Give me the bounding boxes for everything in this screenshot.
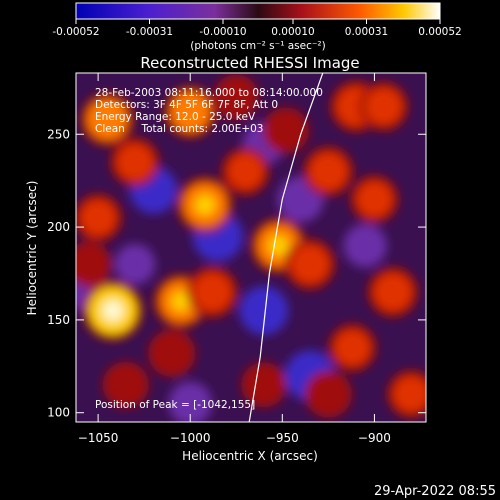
y-tick-label: 200 bbox=[47, 220, 70, 234]
heatmap-hot-spot bbox=[219, 80, 253, 114]
x-tick-label: −950 bbox=[266, 431, 299, 445]
heatmap-hot-spot bbox=[334, 329, 371, 366]
colorbar bbox=[75, 2, 441, 20]
colorbar-tick-label: -0.00010 bbox=[199, 26, 246, 38]
annotation-time-range: 28-Feb-2003 08:11:16.000 to 08:14:00.000 bbox=[95, 87, 323, 99]
heatmap-hot-spot bbox=[227, 153, 264, 190]
heatmap-hot-spot-core bbox=[97, 110, 117, 129]
heatmap-hot-spot bbox=[116, 143, 154, 181]
y-tick-label: 250 bbox=[47, 127, 70, 141]
x-tick-label: −1000 bbox=[170, 431, 211, 445]
heatmap-hot-spot-core bbox=[171, 291, 191, 311]
heatmap-hot-spot-core bbox=[181, 102, 200, 122]
solar-limb-line bbox=[248, 73, 324, 422]
y-axis-label: Heliocentric Y (arcsec) bbox=[25, 181, 39, 316]
annotation-peak-position: Position of Peak = [-1042,155] bbox=[95, 399, 255, 411]
x-tick-label: −1050 bbox=[78, 431, 119, 445]
heatmap-hot-spot bbox=[108, 367, 143, 402]
heatmap-hot-spot-core bbox=[268, 235, 289, 256]
colorbar-tick-label: -0.00052 bbox=[52, 26, 99, 38]
y-axis-ticks: 100 150 200 250 bbox=[47, 127, 426, 420]
y-tick-label: 150 bbox=[47, 313, 70, 327]
heatmap-hot-spot bbox=[393, 376, 426, 413]
heatmap-hot-spot bbox=[309, 152, 348, 191]
x-tick-label: −900 bbox=[358, 431, 391, 445]
x-axis-ticks: −1050 −1000 −950 −900 bbox=[78, 73, 391, 445]
heatmap-hot-spot bbox=[80, 199, 117, 236]
heatmap-hot-spot-core bbox=[194, 194, 215, 215]
plot-frame bbox=[75, 72, 427, 423]
heatmap-cold-spot bbox=[239, 286, 289, 336]
annotation-detectors: Detectors: 3F 4F 5F 6F 7F 8F, Att 0 bbox=[95, 99, 278, 111]
heatmap-hot-spot bbox=[247, 368, 281, 402]
heatmap-hot-spot bbox=[365, 87, 403, 126]
heatmap-cold-spot bbox=[168, 381, 212, 422]
heatmap-hot-spot bbox=[373, 272, 412, 312]
footer-date: 29-Apr-2022 08:55 bbox=[374, 484, 496, 499]
x-axis-label: Heliocentric X (arcsec) bbox=[182, 449, 318, 463]
heatmap-cold-spot bbox=[343, 224, 387, 268]
heatmap-hot-spot bbox=[290, 244, 330, 284]
heatmap-hot-spot bbox=[310, 376, 346, 412]
colorbar-tick-label: -0.00031 bbox=[126, 26, 173, 38]
y-tick-label: 100 bbox=[47, 406, 70, 420]
colorbar-ticks: -0.00052 -0.00031 -0.00010 0.00010 0.00031 0.… bbox=[52, 19, 462, 38]
annotation-energy-range: Energy Range: 12.0 - 25.0 keV bbox=[95, 111, 256, 123]
heatmap-hot-spot bbox=[154, 335, 190, 371]
heatmap-hot-spot bbox=[192, 272, 233, 312]
chart-title: Reconstructed RHESSI Image bbox=[140, 54, 359, 72]
colorbar-tick-label: 0.00052 bbox=[418, 26, 461, 38]
colorbar-tick-label: 0.00010 bbox=[271, 26, 314, 38]
heatmap-hot-spot bbox=[356, 181, 393, 218]
heatmap-cold-spot bbox=[114, 243, 156, 285]
heatmap-hot-spot-core bbox=[102, 299, 124, 322]
colorbar-tick-label: 0.00031 bbox=[345, 26, 388, 38]
heatmap-hot-spot bbox=[269, 113, 303, 148]
heatmap-hot-spot bbox=[76, 247, 106, 281]
annotation-clean-counts: Clean Total counts: 2.00E+03 bbox=[95, 123, 264, 135]
colorbar-units: (photons cm⁻² s⁻¹ asec⁻²) bbox=[190, 40, 325, 52]
